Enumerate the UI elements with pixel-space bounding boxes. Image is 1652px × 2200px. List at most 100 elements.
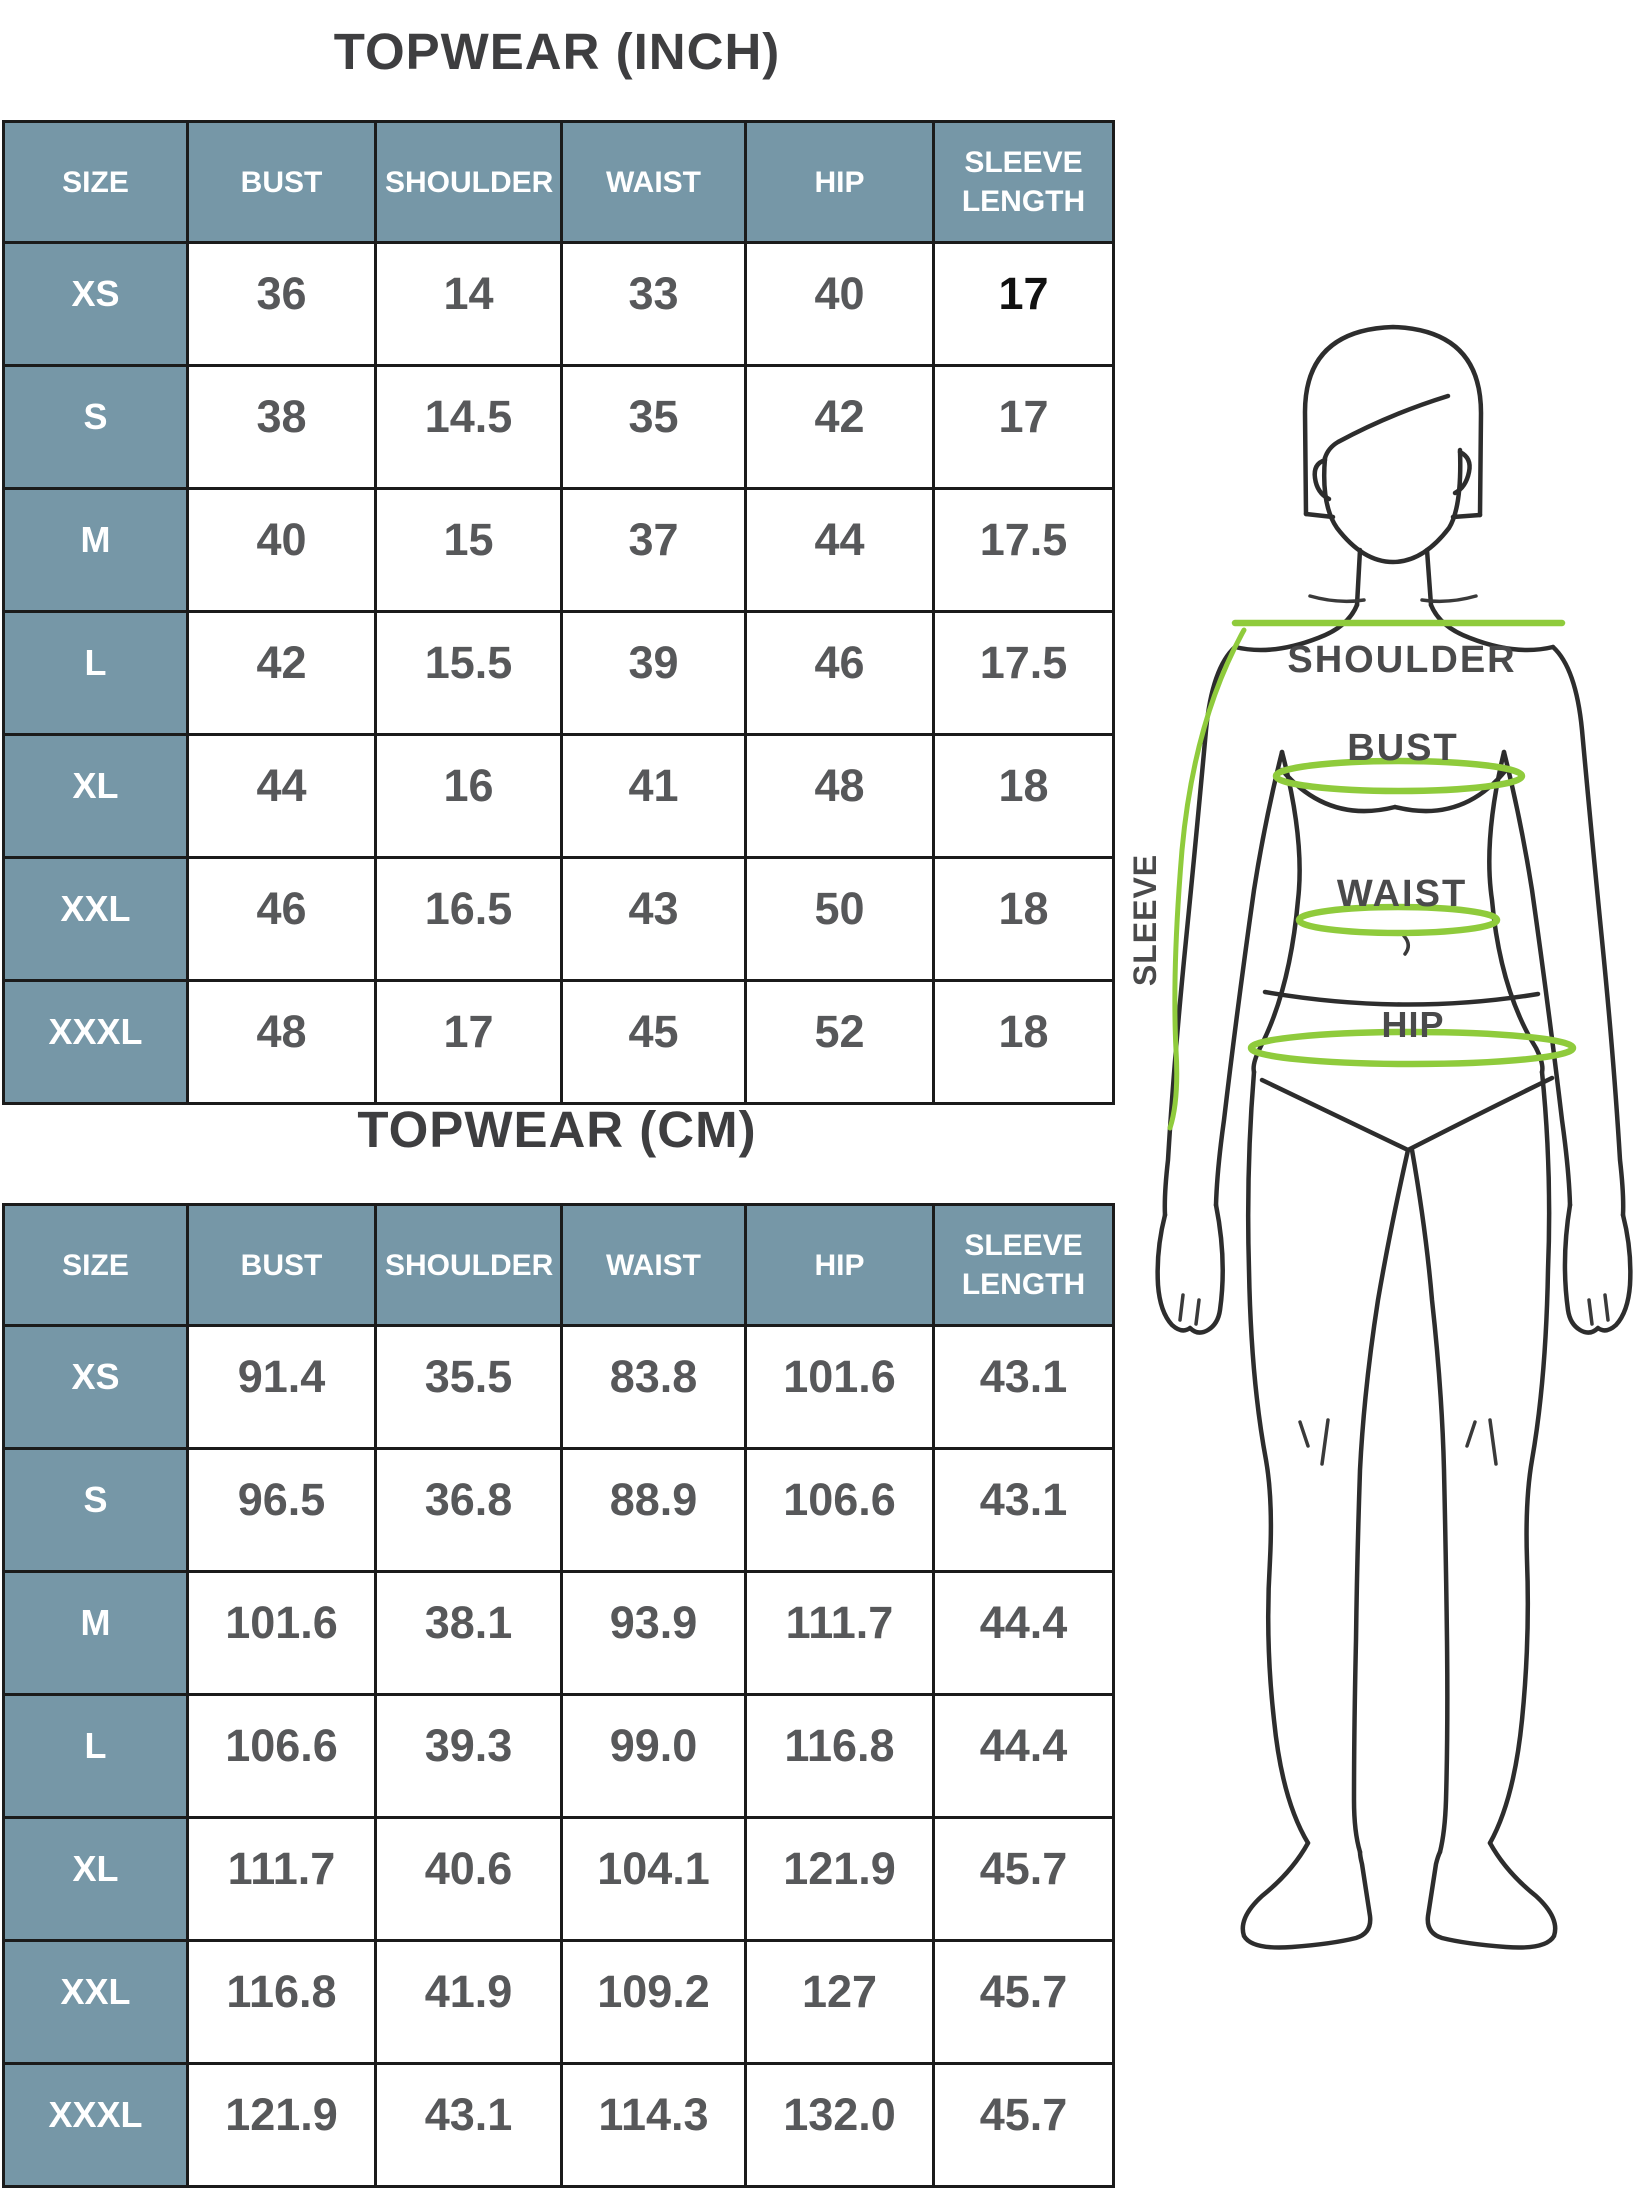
header-row: SIZE BUST SHOULDER WAIST HIP SLEEVE LENG…: [2, 1203, 1115, 1327]
table-row: XXL 116.8 41.9 109.2 127 45.7: [2, 1939, 1115, 2065]
sleeve-label: SLEEVE: [1132, 854, 1163, 986]
measurement-cell: 17: [374, 979, 563, 1105]
table-row: L 106.6 39.3 99.0 116.8 44.4: [2, 1693, 1115, 1819]
measurement-cell: 15: [374, 487, 563, 613]
measurement-cell: 38: [186, 364, 377, 490]
col-header-hip: HIP: [744, 1203, 935, 1327]
measurement-cell: 106.6: [186, 1693, 377, 1819]
topwear-cm-title: TOPWEAR (CM): [357, 1101, 757, 1158]
table-row: M 101.6 38.1 93.9 111.7 44.4: [2, 1570, 1115, 1696]
shoulder-label: SHOULDER: [1287, 639, 1516, 681]
measurement-cell: 41: [560, 733, 747, 859]
measurement-cell: 109.2: [560, 1939, 747, 2065]
measurement-cell: 99.0: [560, 1693, 747, 1819]
row-size-label: XXXL: [2, 979, 189, 1105]
measurement-cell: 43.1: [932, 1447, 1115, 1573]
measurement-cell: 17.5: [932, 610, 1115, 736]
col-header-bust: BUST: [186, 120, 377, 244]
measurement-cell: 121.9: [744, 1816, 935, 1942]
row-size-label: M: [2, 487, 189, 613]
sleeve-measure-line: [1167, 627, 1247, 1131]
measurement-cell: 44: [186, 733, 377, 859]
bust-label: BUST: [1347, 727, 1458, 769]
hip-measure-ellipse: [1247, 1028, 1577, 1068]
measurement-lines: [1167, 619, 1577, 1131]
measurement-cell: 93.9: [560, 1570, 747, 1696]
measurement-cell: 17: [932, 364, 1115, 490]
measurement-cell: 37: [560, 487, 747, 613]
row-size-label: XXL: [2, 856, 189, 982]
measurement-labels: SHOULDER BUST WAIST HIP SLEEVE: [1127, 639, 1516, 1045]
measurement-cell: 15.5: [374, 610, 563, 736]
measurement-cell: 35: [560, 364, 747, 490]
table-row: XL 44 16 41 48 18: [2, 733, 1115, 859]
measurement-cell: 45.7: [932, 1939, 1115, 2065]
measurement-cell: 16: [374, 733, 563, 859]
measurement-cell: 104.1: [560, 1816, 747, 1942]
measurement-cell: 18: [932, 733, 1115, 859]
body-measurement-diagram: SHOULDER BUST WAIST HIP SLEEVE: [1127, 300, 1652, 1960]
waist-measure-ellipse: [1295, 903, 1501, 937]
measurement-cell: 43.1: [932, 1324, 1115, 1450]
table-row: L 42 15.5 39 46 17.5: [2, 610, 1115, 736]
row-size-label: L: [2, 1693, 189, 1819]
measurement-cell: 106.6: [744, 1447, 935, 1573]
measurement-cell: 45.7: [932, 2062, 1115, 2188]
measurement-cell: 35.5: [374, 1324, 563, 1450]
measurement-cell: 42: [186, 610, 377, 736]
table-row: S 38 14.5 35 42 17: [2, 364, 1115, 490]
topwear-cm-table: SIZE BUST SHOULDER WAIST HIP SLEEVE LENG…: [2, 1203, 1115, 2188]
table-row: XXL 46 16.5 43 50 18: [2, 856, 1115, 982]
col-header-size: SIZE: [2, 1203, 189, 1327]
measurement-cell: 45.7: [932, 1816, 1115, 1942]
measurement-cell: 33: [560, 241, 747, 367]
figure-legs: [1240, 1069, 1558, 1950]
measurement-cell: 18: [932, 856, 1115, 982]
measurement-cell: 50: [744, 856, 935, 982]
row-size-label: XS: [2, 1324, 189, 1450]
measurement-cell: 14: [374, 241, 563, 367]
measurement-cell: 14.5: [374, 364, 563, 490]
body-outline-figure: SHOULDER BUST WAIST HIP SLEEVE: [1127, 324, 1633, 1950]
col-header-bust: BUST: [186, 1203, 377, 1327]
measurement-cell: 91.4: [186, 1324, 377, 1450]
measurement-cell: 121.9: [186, 2062, 377, 2188]
table-row: XS 36 14 33 40 17: [2, 241, 1115, 367]
measurement-cell: 38.1: [374, 1570, 563, 1696]
col-header-sleeve-length: SLEEVE LENGTH: [932, 1203, 1115, 1327]
measurement-cell: 52: [744, 979, 935, 1105]
measurement-cell: 42: [744, 364, 935, 490]
figure-head: [1302, 324, 1484, 565]
measurement-cell: 127: [744, 1939, 935, 2065]
measurement-cell: 48: [186, 979, 377, 1105]
row-size-label: M: [2, 1570, 189, 1696]
measurement-cell: 16.5: [374, 856, 563, 982]
table-row: XS 91.4 35.5 83.8 101.6 43.1: [2, 1324, 1115, 1450]
table-row: XL 111.7 40.6 104.1 121.9 45.7: [2, 1816, 1115, 1942]
measurement-cell: 96.5: [186, 1447, 377, 1573]
measurement-cell: 45: [560, 979, 747, 1105]
hip-label: HIP: [1381, 1004, 1444, 1045]
waist-label: WAIST: [1337, 873, 1467, 915]
col-header-hip: HIP: [744, 120, 935, 244]
measurement-cell: 18: [932, 979, 1115, 1105]
measurement-cell: 44.4: [932, 1693, 1115, 1819]
measurement-cell: 43.1: [374, 2062, 563, 2188]
measurement-cell: 39.3: [374, 1693, 563, 1819]
row-size-label: XS: [2, 241, 189, 367]
table-row: XXXL 48 17 45 52 18: [2, 979, 1115, 1105]
measurement-cell: 48: [744, 733, 935, 859]
measurement-cell: 36.8: [374, 1447, 563, 1573]
col-header-shoulder: SHOULDER: [374, 1203, 563, 1327]
measurement-cell: 83.8: [560, 1324, 747, 1450]
measurement-cell: 116.8: [744, 1693, 935, 1819]
measurement-cell: 111.7: [744, 1570, 935, 1696]
measurement-cell: 44.4: [932, 1570, 1115, 1696]
measurement-cell: 36: [186, 241, 377, 367]
header-row: SIZE BUST SHOULDER WAIST HIP SLEEVE LENG…: [2, 120, 1115, 244]
row-size-label: L: [2, 610, 189, 736]
measurement-cell: 88.9: [560, 1447, 747, 1573]
col-header-sleeve-length: SLEEVE LENGTH: [932, 120, 1115, 244]
row-size-label: S: [2, 1447, 189, 1573]
measurement-cell: 101.6: [744, 1324, 935, 1450]
